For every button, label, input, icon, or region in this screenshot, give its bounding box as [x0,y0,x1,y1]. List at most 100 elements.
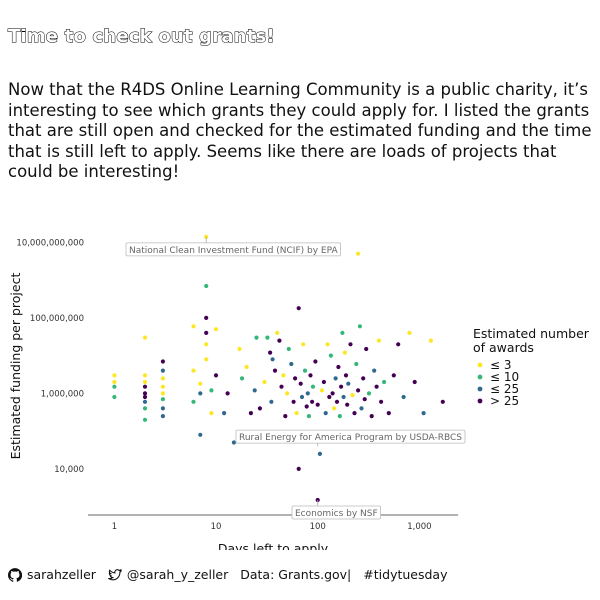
data-point [222,411,227,416]
data-point [289,361,294,367]
data-point [361,376,366,381]
data-point [352,411,357,416]
data-point [191,399,196,404]
data-point [142,399,148,404]
data-point [213,373,219,378]
data-point [298,381,303,386]
data-point [160,368,165,373]
points-layer [112,234,445,503]
data-point [269,399,274,404]
data-point [244,364,249,370]
data-point [160,384,165,389]
data-point [319,388,324,393]
data-point [407,330,412,335]
data-point [428,338,433,343]
data-point [262,379,267,385]
data-point [401,394,406,400]
x-tick-label: 10 [211,522,222,532]
data-point [296,466,301,471]
data-point [112,394,117,400]
data-point [343,373,349,378]
data-point [440,399,445,404]
data-point [265,335,270,340]
legend-label: > 25 [490,394,519,408]
legend-label: ≤ 25 [490,382,519,396]
footer: sarahzeller @sarah_y_zeller Data: Grants… [8,567,447,582]
data-point [364,346,369,352]
data-point [204,357,209,362]
data-source: Data: Grants.gov| [240,567,352,582]
data-point [272,368,278,373]
y-tick-label: 100,000,000 [30,314,84,324]
data-point [356,251,361,256]
data-point [327,394,332,400]
data-point [285,391,290,396]
data-point [302,368,308,373]
y-tick-label: 10,000,000,000 [16,238,84,248]
data-point [112,373,117,378]
data-point [160,397,165,402]
data-point [204,234,209,239]
legend-title-line-2: of awards [473,340,534,355]
data-point [291,399,296,404]
data-point [142,391,148,396]
data-point [270,357,275,362]
data-point [305,391,310,396]
data-point [337,414,342,419]
data-point [374,384,379,389]
data-point [310,384,316,389]
data-point [204,342,209,347]
data-point [142,394,148,400]
data-point [204,315,209,320]
data-point [279,384,284,389]
x-tick-label: 100 [310,522,326,532]
data-point [252,388,257,393]
data-point [333,376,338,381]
data-point [330,391,335,396]
x-axis-ticks: 1 10 100 1,000 [112,522,432,532]
hashtag: #tidytuesday [363,567,448,582]
data-point [340,330,345,335]
data-point [198,432,203,437]
data-point [306,414,311,419]
data-point [237,346,242,352]
data-point [362,397,367,402]
data-point [254,335,259,340]
data-point [204,283,209,289]
data-point [323,411,328,416]
y-axis-ticks: 10,000 1,000,000 100,000,000 10,000,000,000 [16,238,84,475]
data-point [421,411,426,416]
data-point [342,350,347,355]
data-point [346,381,351,386]
twitter-icon [107,568,122,580]
data-point [354,361,359,367]
data-point [293,376,298,381]
data-point [268,350,273,355]
annotation-text: Economics by NSF [295,509,378,519]
legend-title-line-1: Estimated number [473,326,590,341]
data-point [248,411,253,416]
data-point [204,330,209,335]
legend-swatch [477,398,483,404]
data-point [310,399,315,404]
data-point [357,324,362,329]
data-point [142,335,148,340]
data-point [198,381,203,386]
data-point [281,373,286,378]
data-point [301,342,306,347]
data-point [142,373,148,378]
data-point [366,391,372,396]
data-point [304,404,309,409]
chart-subtitle: Now that the R4DS Online Learning Commun… [8,80,592,181]
data-point [191,324,196,329]
data-point [315,402,320,407]
legend-swatch [477,386,483,392]
legend-swatch [477,374,483,380]
data-point [142,379,148,385]
data-point [142,417,148,422]
data-point [275,330,280,335]
data-point [321,379,326,385]
data-point [313,359,318,364]
data-point [286,346,291,352]
data-point [348,342,353,347]
